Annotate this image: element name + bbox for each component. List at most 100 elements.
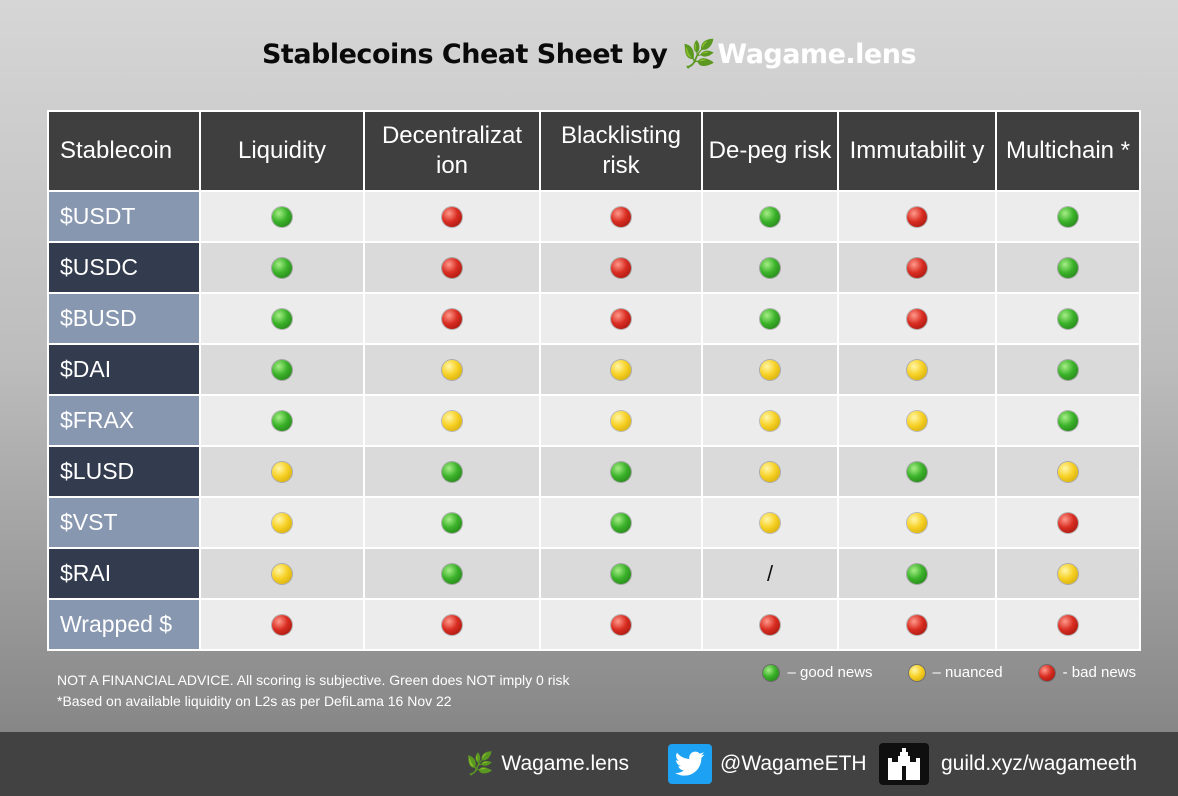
disclaimer-line-2: *Based on available liquidity on L2s as … [57,693,452,709]
green-dot-icon [442,512,462,533]
rating-cell-depeg-risk: / [701,547,839,600]
not-applicable-mark: / [766,560,774,586]
table-row: Wrapped $ [47,598,1141,651]
green-dot-icon [611,512,631,533]
footer-lens[interactable]: 🌿 Wagame.lens [466,732,629,796]
green-dot-icon [760,308,780,329]
rating-cell-immutability [837,292,997,345]
table-row: $FRAX [47,394,1141,447]
green-dot-icon [272,206,292,227]
table-row: $RAI / [47,547,1141,600]
stablecoin-name: $VST [47,496,201,549]
rating-cell-immutability [837,190,997,243]
green-dot-icon [907,461,927,482]
rating-cell-depeg-risk [701,394,839,447]
legend-good-label: – good news [787,664,873,681]
rating-cell-blacklisting-risk [539,394,703,447]
rating-cell-depeg-risk [701,496,839,549]
yellow-dot-icon [760,410,780,431]
legend-good: – good news [763,664,873,681]
rating-cell-multichain [995,241,1141,294]
rating-cell-blacklisting-risk [539,292,703,345]
rating-cell-liquidity [199,241,365,294]
table-row: $BUSD [47,292,1141,345]
red-dot-icon [907,308,927,329]
table-row: $LUSD [47,445,1141,498]
rating-cell-liquidity [199,190,365,243]
rating-cell-blacklisting-risk [539,445,703,498]
legend: – good news – nuanced - bad news [727,664,1136,681]
red-dot-icon [442,257,462,278]
red-dot-icon [272,614,292,635]
red-dot-icon [442,206,462,227]
yellow-dot-icon [611,410,631,431]
legend-bad-label: - bad news [1062,664,1136,681]
rating-cell-liquidity [199,598,365,651]
rating-cell-multichain [995,292,1141,345]
rating-cell-depeg-risk [701,445,839,498]
rating-cell-multichain [995,496,1141,549]
stablecoin-table: Stablecoin Liquidity Decentralizat ion B… [47,110,1141,651]
footer-guild-link: guild.xyz/wagameeth [941,752,1138,775]
stablecoin-name: $LUSD [47,445,201,498]
rating-cell-liquidity [199,445,365,498]
rating-cell-depeg-risk [701,241,839,294]
stablecoin-name: $RAI [47,547,201,600]
table-row: $DAI [47,343,1141,396]
rating-cell-immutability [837,547,997,600]
footer-twitter[interactable]: @WagameETH [668,732,867,796]
green-dot-icon [611,461,631,482]
red-dot-icon [611,206,631,227]
green-dot-icon [442,461,462,482]
green-dot-icon [272,359,292,380]
page-title: Stablecoins Cheat Sheet by 🌿Wagame.lens [0,38,1178,70]
rating-cell-multichain [995,547,1141,600]
green-dot-icon [760,206,780,227]
green-dot-icon [272,410,292,431]
yellow-dot-icon [611,359,631,380]
table-body: $USDT $USDC $BUSD $DAI $FRAX $LUSD $VST $RAI / Wr… [47,190,1141,651]
rating-cell-decentralization [363,343,541,396]
green-dot-icon [907,563,927,584]
disclaimer: NOT A FINANCIAL ADVICE. All scoring is s… [57,670,569,712]
yellow-dot-icon [908,664,925,681]
header-blacklisting-risk: Blacklisting risk [539,110,703,192]
rating-cell-blacklisting-risk [539,598,703,651]
title-text: Stablecoins Cheat Sheet by [261,39,668,70]
yellow-dot-icon [1058,461,1078,482]
legend-bad: - bad news [1038,664,1136,681]
disclaimer-line-1: NOT A FINANCIAL ADVICE. All scoring is s… [57,672,570,688]
rating-cell-depeg-risk [701,292,839,345]
rating-cell-blacklisting-risk [539,343,703,396]
rating-cell-depeg-risk [701,598,839,651]
stablecoin-name: Wrapped $ [47,598,201,651]
rating-cell-blacklisting-risk [539,547,703,600]
rating-cell-depeg-risk [701,343,839,396]
yellow-dot-icon [1058,563,1078,584]
stablecoin-name: $FRAX [47,394,201,447]
yellow-dot-icon [272,512,292,533]
stablecoin-name: $USDC [47,241,201,294]
footer-guild[interactable]: guild.xyz/wagameeth [879,732,1137,796]
red-dot-icon [1058,512,1078,533]
red-dot-icon [611,308,631,329]
red-dot-icon [611,614,631,635]
leaf-icon: 🌿 [466,751,494,776]
stablecoin-name: $DAI [47,343,201,396]
legend-nuanced-label: – nuanced [932,664,1003,681]
rating-cell-immutability [837,598,997,651]
rating-cell-decentralization [363,190,541,243]
header-decentralization: Decentralizat ion [363,110,541,192]
footer-lens-label: Wagame.lens [501,752,630,775]
rating-cell-depeg-risk [701,190,839,243]
rating-cell-liquidity [199,547,365,600]
red-dot-icon [1058,614,1078,635]
red-dot-icon [907,614,927,635]
red-dot-icon [442,308,462,329]
rating-cell-multichain [995,190,1141,243]
rating-cell-immutability [837,241,997,294]
title-brand: Wagame.lens [717,39,917,70]
header-immutability: Immutabilit y [837,110,997,192]
rating-cell-decentralization [363,547,541,600]
green-dot-icon [1058,359,1078,380]
